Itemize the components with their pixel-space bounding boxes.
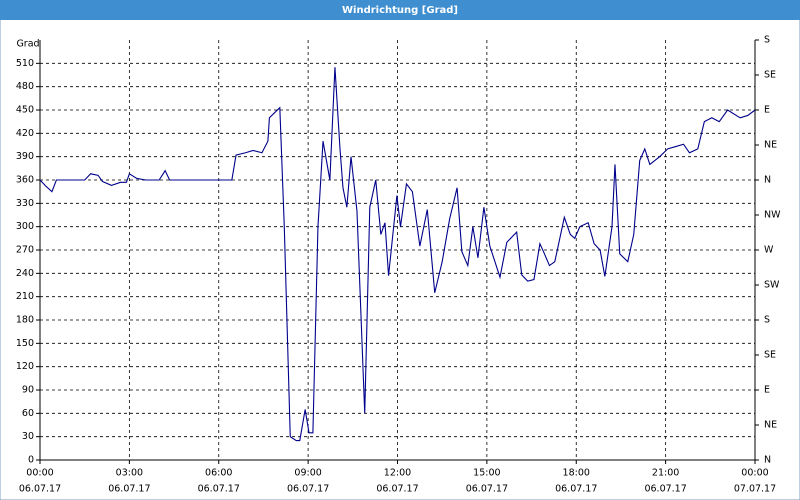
y2-tick-label: N <box>764 455 771 466</box>
x-tick-date: 07.07.17 <box>734 484 776 495</box>
x-tick-label: 00:00 <box>26 468 53 479</box>
y-tick-label: 480 <box>16 81 34 92</box>
x-tick-label: 00:00 <box>741 468 768 479</box>
y2-tick-label: SE <box>764 350 776 361</box>
y-tick-label: 240 <box>16 268 34 279</box>
y2-tick-label: SW <box>764 280 780 291</box>
x-tick-label: 09:00 <box>294 468 321 479</box>
title-bar <box>0 0 800 20</box>
y-tick-label: 300 <box>16 221 34 232</box>
y-tick-label: 390 <box>16 151 34 162</box>
x-tick-date: 06.07.17 <box>644 484 686 495</box>
y-tick-label: 0 <box>28 455 34 466</box>
y-tick-label: 360 <box>16 175 34 186</box>
y2-tick-label: S <box>764 315 770 326</box>
y-tick-label: 150 <box>16 338 34 349</box>
y-tick-label: 90 <box>22 385 34 396</box>
y-axis-label: Grad <box>16 39 39 50</box>
x-tick-label: 03:00 <box>116 468 143 479</box>
y-tick-label: 120 <box>16 361 34 372</box>
x-tick-date: 06.07.17 <box>19 484 61 495</box>
y2-tick-label: NE <box>764 140 777 151</box>
y2-tick-label: SE <box>764 70 776 81</box>
y-tick-label: 210 <box>16 291 34 302</box>
x-tick-label: 18:00 <box>563 468 590 479</box>
y2-tick-label: N <box>764 175 771 186</box>
x-tick-date: 06.07.17 <box>466 484 508 495</box>
x-tick-label: 21:00 <box>652 468 679 479</box>
y-tick-label: 510 <box>16 58 34 69</box>
y2-tick-label: E <box>764 385 770 396</box>
x-tick-date: 06.07.17 <box>108 484 150 495</box>
x-tick-label: 06:00 <box>205 468 232 479</box>
chart-title: Windrichtung [Grad] <box>342 5 458 16</box>
y2-tick-label: NW <box>764 210 781 221</box>
y-tick-label: 330 <box>16 198 34 209</box>
y2-tick-label: W <box>764 245 774 256</box>
y-tick-label: 180 <box>16 315 34 326</box>
y-tick-label: 270 <box>16 245 34 256</box>
x-tick-date: 06.07.17 <box>198 484 240 495</box>
y2-tick-label: S <box>764 35 770 46</box>
y-tick-label: 420 <box>16 128 34 139</box>
y-tick-label: 30 <box>22 431 34 442</box>
x-tick-label: 15:00 <box>473 468 500 479</box>
y2-tick-label: NE <box>764 420 777 431</box>
data-line <box>39 67 756 442</box>
y2-tick-label: E <box>764 105 770 116</box>
x-tick-label: 12:00 <box>384 468 411 479</box>
y-tick-label: 450 <box>16 105 34 116</box>
x-tick-date: 06.07.17 <box>376 484 418 495</box>
y-tick-label: 60 <box>22 408 34 419</box>
x-tick-date: 06.07.17 <box>555 484 597 495</box>
x-tick-date: 06.07.17 <box>287 484 329 495</box>
